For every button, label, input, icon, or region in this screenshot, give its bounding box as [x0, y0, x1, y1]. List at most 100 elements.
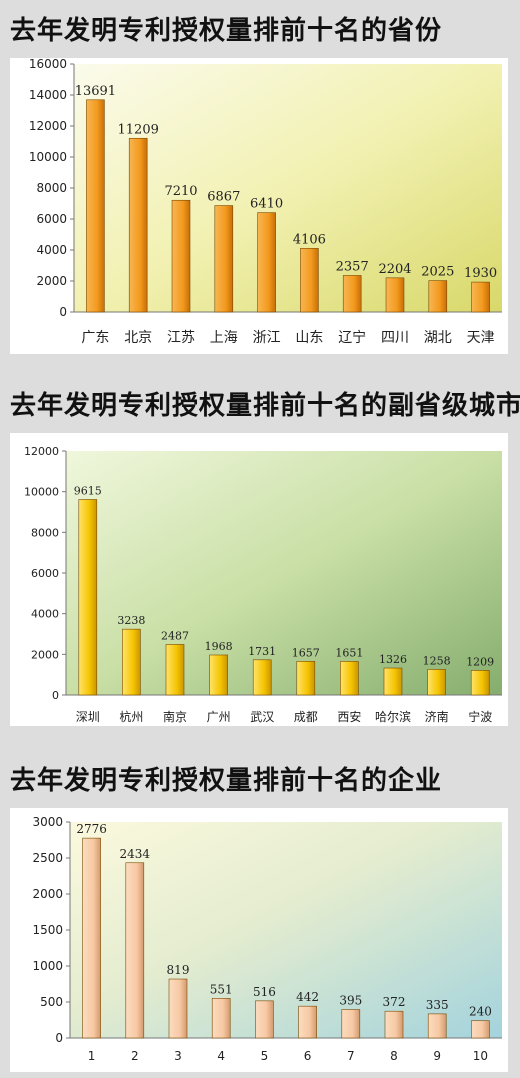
- y-tick-label: 2000: [32, 887, 63, 901]
- y-tick-label: 3000: [32, 815, 63, 829]
- chart-panel-companies: 0 500 1000 1500 2000 2500 3000 2776 1 2434 2 819 3 5…: [10, 808, 508, 1072]
- bar: [78, 499, 98, 696]
- bar-value-label: 1968: [205, 640, 233, 653]
- bar-value-label: 395: [339, 994, 362, 1008]
- bar-value-label: 11209: [118, 122, 159, 137]
- category-label: 浙江: [253, 330, 281, 346]
- bar-value-label: 1258: [423, 654, 451, 667]
- bar: [385, 277, 405, 313]
- bar-value-label: 1657: [292, 646, 320, 659]
- chart-title-provinces: 去年发明专利授权量排前十名的省份: [10, 16, 443, 46]
- bar: [340, 661, 359, 696]
- bar: [428, 280, 448, 313]
- bar-value-label: 2204: [378, 262, 411, 277]
- bar-value-label: 13691: [75, 84, 116, 99]
- y-tick-label: 8000: [36, 181, 67, 195]
- bar: [342, 275, 362, 313]
- bar-value-label: 1326: [379, 653, 407, 666]
- bar: [122, 628, 141, 696]
- category-label: 6: [304, 1049, 312, 1063]
- bar: [471, 281, 490, 313]
- bar-value-label: 551: [210, 982, 233, 996]
- chart-panel-cities: 0 2000 4000 6000 8000 10000 12000 9615 深圳 3238 杭州…: [10, 433, 508, 726]
- category-label: 4: [217, 1049, 225, 1063]
- y-tick-label: 6000: [31, 567, 59, 580]
- category-label: 西安: [337, 709, 361, 724]
- category-label: 1: [88, 1049, 96, 1063]
- bar: [165, 644, 185, 696]
- category-label: 杭州: [119, 709, 143, 724]
- bar-value-label: 2434: [120, 847, 151, 861]
- bar: [427, 669, 446, 696]
- bar-value-label: 2776: [76, 822, 107, 836]
- category-label: 7: [347, 1049, 355, 1063]
- bar-value-label: 516: [253, 985, 276, 999]
- y-tick-label: 1500: [32, 923, 63, 937]
- bar: [168, 978, 188, 1039]
- category-label: 济南: [425, 709, 449, 724]
- bar: [257, 212, 276, 313]
- category-label: 四川: [381, 330, 409, 346]
- bar-value-label: 4106: [293, 232, 326, 247]
- bar-value-label: 1651: [335, 646, 363, 659]
- category-label: 成都: [294, 710, 318, 724]
- y-tick-label: 1000: [32, 959, 63, 973]
- chart-title-cities: 去年发明专利授权量排前十名的副省级城市: [10, 391, 520, 421]
- y-tick-label: 4000: [31, 608, 59, 621]
- y-tick-label: 6000: [36, 212, 67, 226]
- bar-value-label: 335: [426, 998, 449, 1012]
- bar-value-label: 1930: [464, 266, 497, 281]
- category-label: 8: [390, 1049, 398, 1063]
- category-label: 广州: [207, 710, 231, 724]
- bar: [296, 661, 316, 696]
- bar-value-label: 7210: [164, 184, 197, 199]
- provinces-bar-chart: 0 2000 4000 6000 8000 10000 12000 14000 16000 13…: [10, 58, 508, 354]
- y-tick-label: 2500: [32, 851, 63, 865]
- y-tick-label: 10000: [29, 150, 67, 164]
- category-label: 9: [433, 1049, 441, 1063]
- bar-value-label: 372: [383, 995, 406, 1009]
- companies-bar-chart: 0 500 1000 1500 2000 2500 3000 2776 1 2434 2 819 3 5…: [10, 808, 508, 1072]
- bar: [214, 205, 234, 313]
- category-label: 上海: [210, 330, 238, 346]
- bar-value-label: 2357: [336, 259, 369, 274]
- bar-value-label: 442: [296, 990, 319, 1004]
- bar: [384, 1010, 404, 1039]
- y-tick-label: 500: [40, 995, 63, 1009]
- y-tick-label: 0: [52, 689, 59, 702]
- category-label: 天津: [467, 330, 495, 346]
- bar-value-label: 3238: [117, 614, 145, 627]
- y-tick-label: 16000: [29, 58, 67, 71]
- y-tick-label: 12000: [24, 445, 59, 458]
- bar-value-label: 1209: [466, 655, 494, 668]
- bar-value-label: 2025: [421, 265, 454, 280]
- category-label: 北京: [124, 330, 152, 346]
- category-label: 哈尔滨: [375, 709, 411, 724]
- y-tick-label: 0: [59, 305, 67, 319]
- category-label: 10: [473, 1049, 488, 1063]
- chart-title-companies: 去年发明专利授权量排前十名的企业: [10, 766, 443, 796]
- y-tick-label: 8000: [31, 526, 59, 539]
- category-label: 江苏: [167, 330, 195, 346]
- bar: [298, 1005, 317, 1039]
- category-label: 湖北: [424, 330, 452, 346]
- bar: [255, 1000, 274, 1039]
- category-label: 辽宁: [338, 329, 366, 346]
- bar-value-label: 819: [167, 963, 190, 977]
- category-label: 广东: [81, 330, 109, 346]
- y-tick-label: 0: [55, 1031, 63, 1045]
- category-label: 南京: [163, 709, 187, 724]
- category-label: 2: [131, 1049, 139, 1063]
- y-tick-label: 2000: [31, 648, 59, 661]
- bar: [125, 862, 145, 1039]
- y-tick-label: 14000: [29, 88, 67, 102]
- category-label: 宁波: [468, 709, 492, 724]
- y-tick-label: 10000: [24, 486, 59, 499]
- category-label: 深圳: [76, 710, 100, 724]
- y-tick-label: 12000: [29, 119, 67, 133]
- bar: [171, 199, 191, 313]
- y-tick-label: 2000: [36, 274, 67, 288]
- bar: [427, 1013, 447, 1039]
- bar: [341, 1009, 361, 1039]
- bar-value-label: 9615: [74, 484, 102, 497]
